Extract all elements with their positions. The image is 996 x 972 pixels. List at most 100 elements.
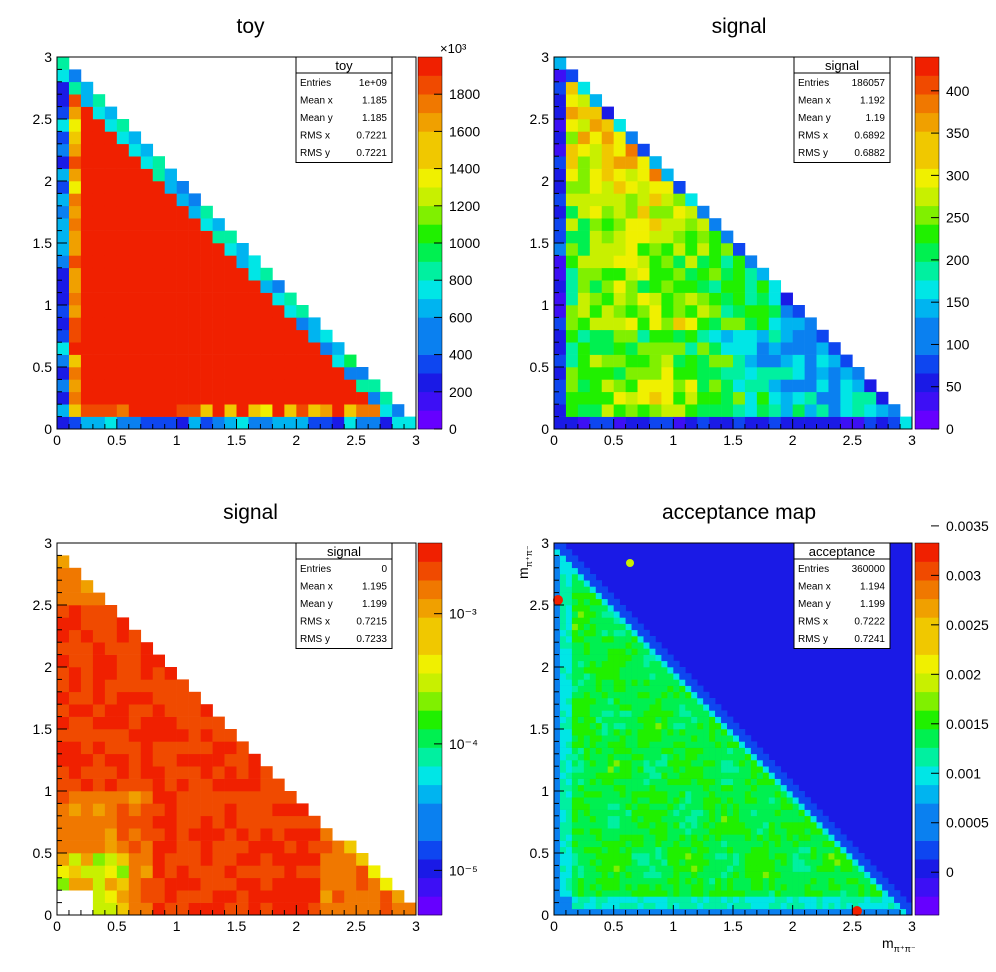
heatmap-cell — [571, 698, 579, 705]
heatmap-cell — [595, 778, 603, 786]
heatmap-cell — [727, 784, 734, 792]
heatmap-cell — [224, 778, 237, 792]
heatmap-cell — [697, 865, 704, 872]
heatmap-cell — [595, 828, 603, 835]
heatmap-cell — [637, 679, 644, 686]
heatmap-cell — [649, 679, 656, 686]
heatmap-cell — [559, 691, 567, 699]
heatmap-cell — [554, 156, 567, 169]
heatmap-cell — [140, 391, 154, 405]
heatmap-cell — [655, 698, 662, 705]
heatmap-cell — [709, 255, 722, 269]
heatmap-cell — [631, 784, 638, 792]
heatmap-cell — [128, 243, 142, 256]
heatmap-cell — [296, 840, 309, 854]
heatmap-cell — [625, 667, 632, 674]
heatmap-cell — [834, 896, 841, 903]
heatmap-cell — [738, 853, 746, 860]
heatmap-cell — [595, 667, 603, 674]
heatmap-cell — [559, 574, 567, 581]
heatmap-cell — [601, 902, 608, 910]
heatmap-cell — [577, 747, 585, 755]
heatmap-cell — [750, 853, 758, 860]
heatmap-cell — [661, 778, 668, 786]
heatmap-cell — [715, 828, 722, 835]
heatmap-cell — [655, 741, 662, 748]
heatmap-cell — [176, 230, 189, 244]
heatmap-cell — [738, 859, 746, 866]
stats-box-label: Entries — [798, 78, 829, 89]
heatmap-cell — [57, 69, 70, 83]
heatmap-cell — [128, 416, 142, 430]
heatmap-cell — [661, 890, 668, 897]
heatmap-cell — [248, 416, 261, 430]
heatmap-cell — [601, 181, 614, 194]
heatmap-cell — [140, 704, 154, 717]
heatmap-cell — [721, 809, 728, 817]
stats-box-label: Mean y — [300, 113, 333, 124]
heatmap-cell — [733, 846, 740, 854]
heatmap-cell — [733, 354, 746, 368]
heatmap-cell — [583, 567, 591, 575]
heatmap-cell — [697, 877, 704, 885]
heatmap-cell — [673, 404, 686, 417]
heatmap-cell — [649, 660, 656, 668]
heatmap-cell — [368, 416, 381, 430]
heatmap-cell — [709, 871, 716, 879]
color-bar-tick-label: 10⁻⁵ — [449, 862, 478, 878]
heatmap-cell — [882, 896, 889, 903]
heatmap-cell — [661, 704, 668, 711]
heatmap-cell — [565, 846, 573, 854]
heatmap-cell — [68, 342, 82, 355]
x-tick-label: 3 — [412, 918, 420, 934]
heatmap-cell — [637, 722, 644, 730]
heatmap-cell — [68, 156, 82, 169]
heatmap-cell — [57, 642, 70, 655]
heatmap-cell — [188, 890, 201, 903]
heatmap-cell — [140, 181, 154, 194]
heatmap-cell — [744, 908, 752, 916]
heatmap-cell — [212, 877, 225, 891]
heatmap-cell — [697, 735, 704, 742]
heatmap-cell — [116, 629, 130, 643]
heatmap-cell — [554, 766, 561, 773]
heatmap-cell — [738, 840, 746, 848]
heatmap-cell — [858, 865, 865, 872]
heatmap-cell — [559, 555, 567, 562]
heatmap-cell — [559, 884, 567, 891]
heatmap-cell — [613, 404, 626, 417]
heatmap-cell — [727, 822, 734, 829]
heatmap-cell — [559, 797, 567, 804]
heatmap-cell — [613, 629, 620, 637]
heatmap-cell — [164, 704, 177, 717]
heatmap-cell — [703, 735, 710, 742]
heatmap-cell — [703, 784, 710, 792]
heatmap-cell — [768, 809, 776, 817]
heatmap-cell — [296, 391, 309, 405]
heatmap-cell — [57, 766, 70, 779]
heatmap-cell — [260, 416, 273, 430]
heatmap-cell — [392, 902, 405, 916]
heatmap-cell — [164, 667, 177, 680]
heatmap-cell — [721, 815, 728, 823]
heatmap-cell — [649, 772, 656, 779]
heatmap-cell — [828, 822, 835, 829]
heatmap-cell — [643, 846, 650, 854]
heatmap-cell — [559, 543, 567, 550]
heatmap-cell — [601, 760, 608, 767]
heatmap-cell — [804, 871, 811, 879]
heatmap-cell — [721, 243, 734, 256]
heatmap-cell — [260, 791, 273, 804]
heatmap-cell — [607, 797, 614, 804]
heatmap-cell — [667, 760, 674, 767]
heatmap-cell — [810, 859, 817, 866]
heatmap-cell — [577, 679, 585, 686]
heatmap-cell — [727, 840, 734, 848]
heatmap-cell — [709, 766, 716, 773]
heatmap-cell — [152, 679, 165, 693]
heatmap-cell — [565, 230, 579, 244]
heatmap-cell — [104, 342, 118, 355]
heatmap-cell — [750, 747, 758, 755]
heatmap-cell — [637, 181, 650, 194]
heatmap-cell — [559, 561, 567, 569]
